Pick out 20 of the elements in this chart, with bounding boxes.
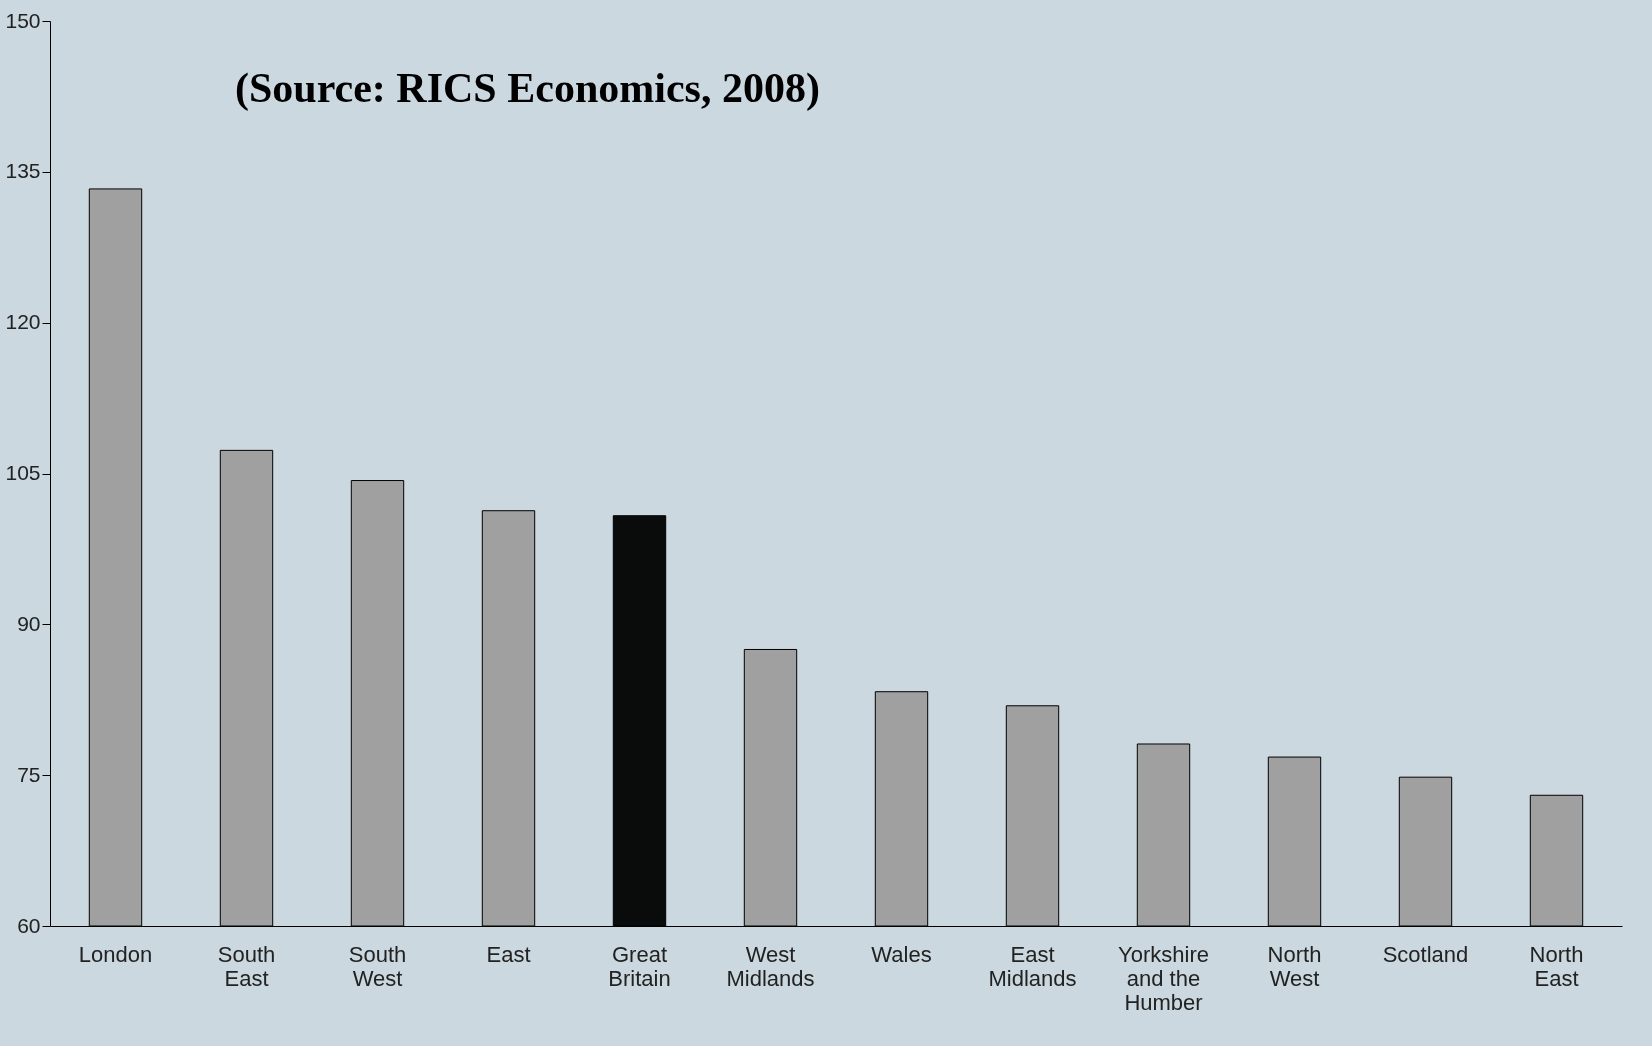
y-tick-label: 60 [17, 913, 41, 937]
x-tick-label: London [78, 941, 153, 967]
y-tick-label: 120 [5, 310, 41, 334]
x-tick-label: South East [217, 941, 276, 991]
x-tick-label: East [486, 941, 531, 967]
y-tick-label: 90 [17, 611, 41, 635]
x-tick-label: Great Britain [608, 941, 671, 991]
x-tick-label: South West [348, 941, 407, 991]
x-tick-label: West Midlands [726, 941, 815, 991]
y-tick-label: 150 [5, 8, 41, 32]
y-tick-label: 75 [17, 762, 41, 786]
x-tick-label: North West [1267, 941, 1322, 991]
y-tick-label: 105 [5, 461, 41, 484]
x-tick-label: East Midlands [988, 941, 1077, 991]
x-tick-label: North East [1529, 941, 1584, 991]
x-tick-label: Yorkshire and the Humber [1118, 941, 1209, 1015]
y-tick-label: 135 [5, 159, 41, 183]
x-tick-label: Scotland [1382, 941, 1469, 967]
x-tick-label: Wales [871, 941, 932, 967]
annotation: (Source: RICS Economics, 2008) [235, 65, 820, 112]
